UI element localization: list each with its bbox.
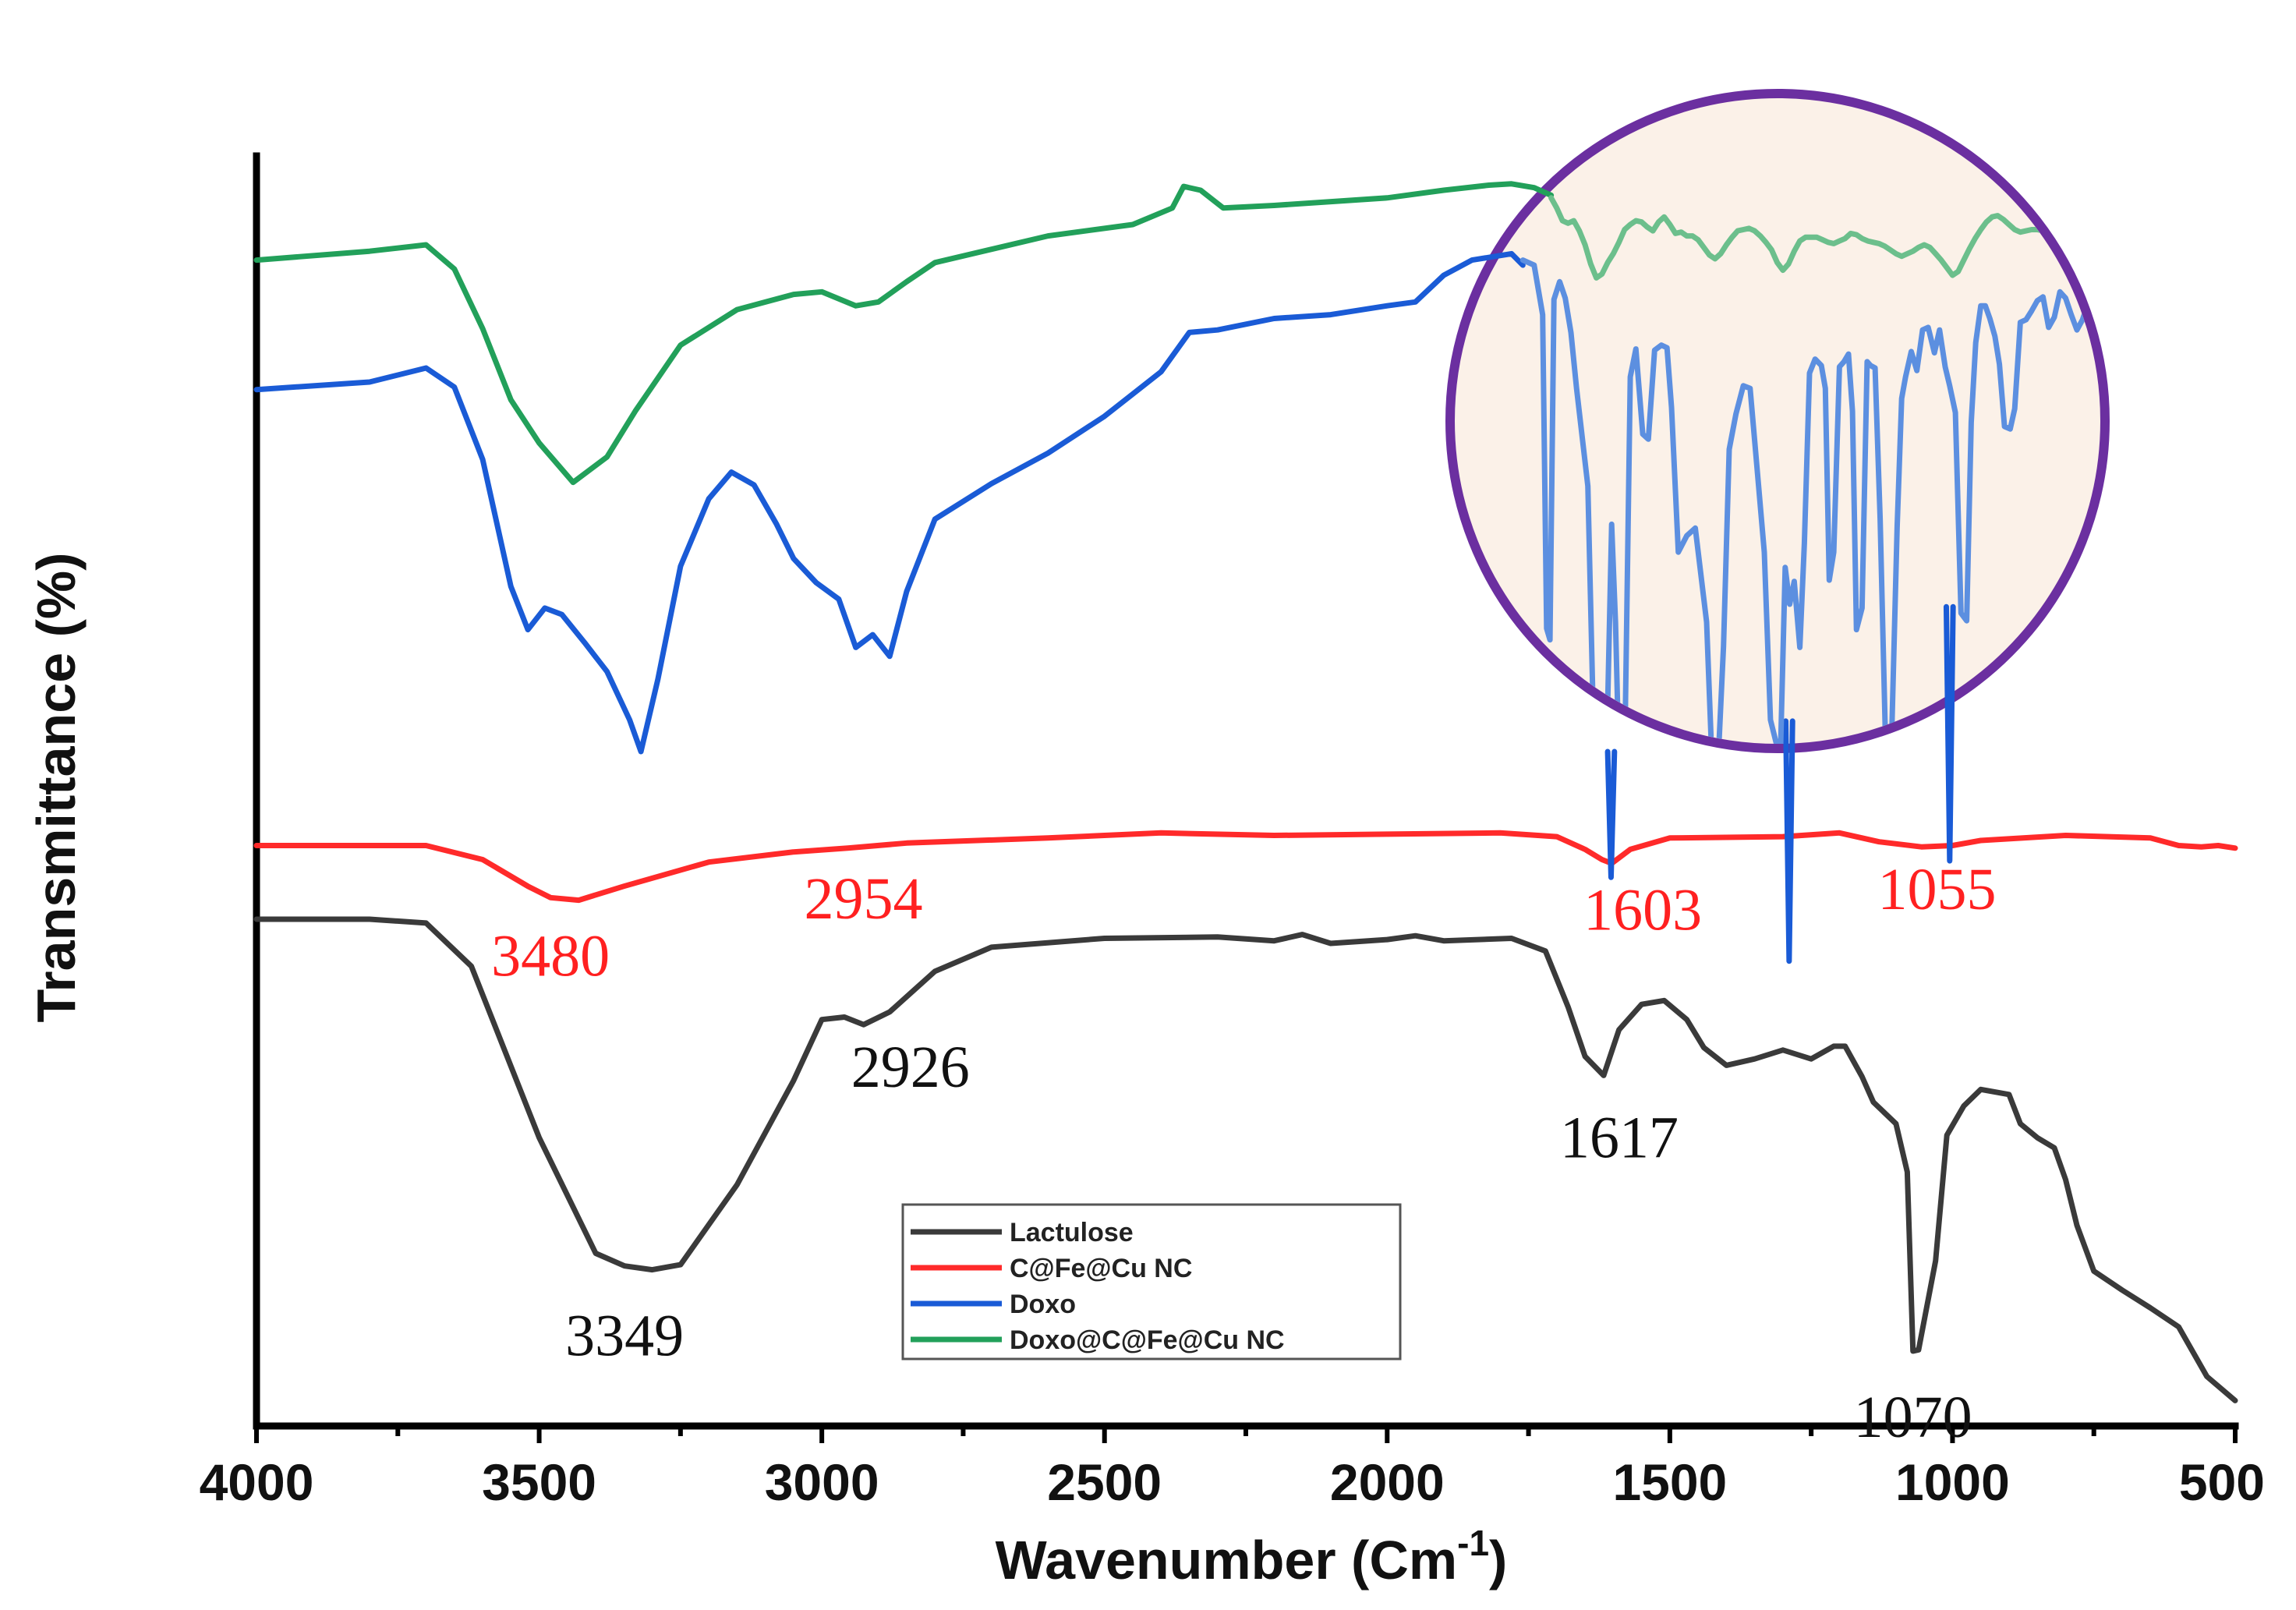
x-axis-tick-labels: 4000 3500 3000 2500 2000 1500 1000 500 [200, 1453, 2265, 1511]
legend: Lactulose C@Fe@Cu NC Doxo Doxo@C@Fe@Cu NC [901, 1203, 1402, 1361]
x-axis-ticks [254, 1426, 2238, 1443]
series-line-c-fe-cu-nc [253, 830, 2238, 904]
doxo-spike-1 [1783, 718, 1795, 964]
x-axis-title-main: Wavenumber (Cm [996, 1530, 1458, 1591]
peak-label-1617: 1617 [1560, 1105, 1679, 1170]
x-tick-label-4000: 4000 [200, 1453, 314, 1511]
x-axis-title: Wavenumber (Cm-1) [996, 1523, 1508, 1591]
peak-labels: 3349 2926 1617 1070 3480 2954 1603 1055 [491, 857, 1996, 1450]
doxo-spike-2 [1943, 603, 1956, 864]
legend-label-lactulose: Lactulose [1010, 1218, 1134, 1247]
x-tick-label-2000: 2000 [1330, 1453, 1445, 1511]
y-axis-title: Transmittance (%) [26, 553, 87, 1023]
series-line-doxo [253, 250, 1526, 755]
inset-line-doxo-c-fe-cu-nc [1548, 195, 2100, 281]
x-tick-label-2500: 2500 [1047, 1453, 1162, 1511]
legend-label-c-fe-cu-nc: C@Fe@Cu NC [1010, 1254, 1192, 1283]
doxo-spike-0 [1604, 748, 1618, 880]
x-tick-label-3500: 3500 [482, 1453, 596, 1511]
peak-label-3349: 3349 [565, 1304, 684, 1369]
x-tick-label-500: 500 [2179, 1453, 2265, 1511]
legend-label-doxo: Doxo [1010, 1290, 1076, 1319]
series-group [253, 181, 2238, 1403]
peak-label-2926: 2926 [851, 1035, 970, 1100]
x-tick-label-1000: 1000 [1895, 1453, 2010, 1511]
legend-label-doxo-c-fe-cu-nc: Doxo@C@Fe@Cu NC [1010, 1325, 1285, 1355]
peak-label-1603: 1603 [1583, 877, 1702, 943]
x-axis-title-close: ) [1489, 1530, 1507, 1591]
inset-line-doxo [1519, 257, 2100, 744]
x-tick-label-1500: 1500 [1612, 1453, 1727, 1511]
peak-label-3480: 3480 [491, 923, 610, 989]
x-tick-label-3000: 3000 [765, 1453, 879, 1511]
peak-label-1055: 1055 [1878, 857, 1997, 922]
x-axis-title-sup: -1 [1457, 1523, 1489, 1563]
series-line-lactulose [253, 916, 2238, 1403]
series-line-doxo-c-fe-cu-nc [253, 181, 1555, 486]
inset-series-group [1519, 195, 2100, 744]
legend-entries: Lactulose C@Fe@Cu NC Doxo Doxo@C@Fe@Cu NC [911, 1218, 1285, 1355]
peak-label-1070: 1070 [1854, 1385, 1972, 1450]
peak-label-2954: 2954 [804, 866, 922, 932]
